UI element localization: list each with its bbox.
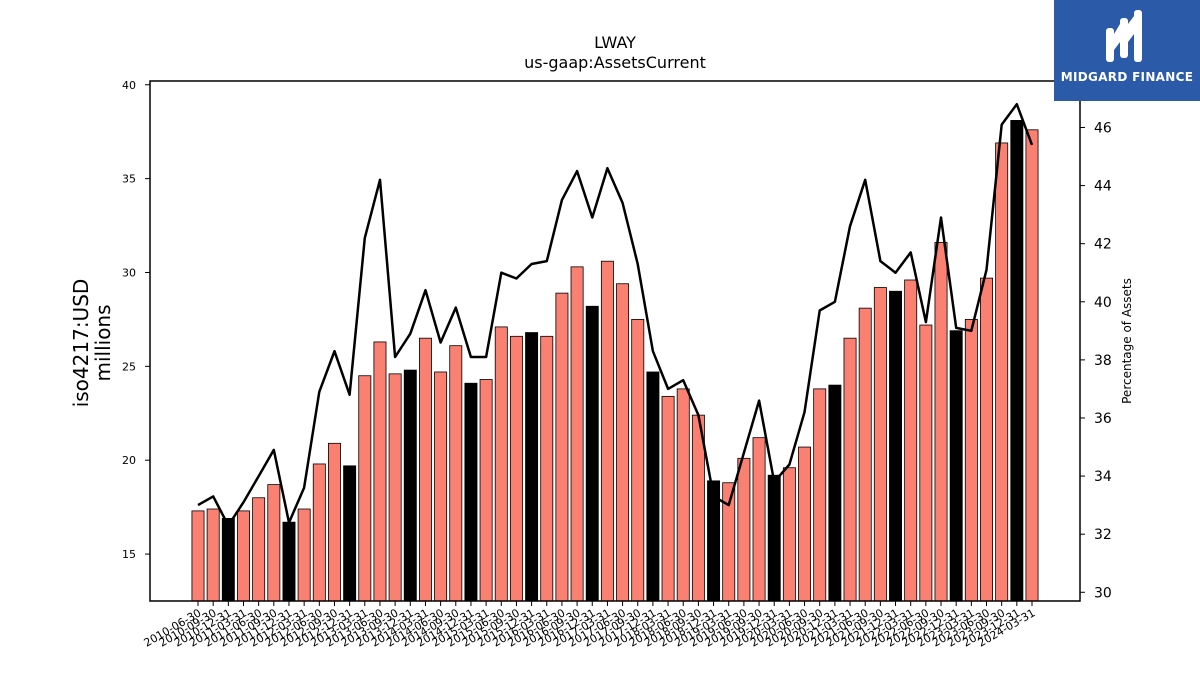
plot-frame xyxy=(149,80,1081,602)
bar-2016-12-31 xyxy=(585,305,599,602)
bar-2022-09-30 xyxy=(934,242,948,602)
bar-2020-03-31 xyxy=(782,467,796,602)
bar-2023-09-30 xyxy=(995,142,1009,602)
bar-2019-03-31 xyxy=(722,482,736,602)
bar-2021-03-31 xyxy=(843,337,857,602)
y-axis-label-line2: millions xyxy=(91,304,115,381)
bar-2011-12-31 xyxy=(282,521,296,602)
bar-2011-03-31 xyxy=(237,510,250,602)
y2-tick-label: 36 xyxy=(1094,411,1112,427)
y-tick-label: 25 xyxy=(122,360,136,373)
bar-2012-09-30 xyxy=(328,442,341,602)
bar-2021-12-31 xyxy=(889,290,902,602)
chart-title: LWAY xyxy=(594,33,636,52)
bar-2012-12-31 xyxy=(343,465,357,602)
bar-2021-09-30 xyxy=(873,287,887,602)
bar-2014-09-30 xyxy=(449,345,463,602)
bar-2022-06-30 xyxy=(919,324,933,602)
y2-axis-label: Percentage of Assets xyxy=(1120,278,1134,404)
chart-subtitle: us-gaap:AssetsCurrent xyxy=(524,53,706,72)
bar-2023-12-31 xyxy=(1010,120,1024,602)
bar-2016-03-31 xyxy=(540,335,554,602)
bar-2012-06-30 xyxy=(312,463,326,602)
bar-2012-03-31 xyxy=(297,508,311,602)
y-axis-label: iso4217:USD millions xyxy=(69,279,115,408)
y2-tick-label: 30 xyxy=(1094,585,1112,601)
bar-2010-09-30 xyxy=(206,508,220,602)
bar-2017-03-31 xyxy=(600,260,614,602)
x-axis-ticks: 2010-06-302010-09-302010-12-312011-03-31… xyxy=(142,601,1038,650)
bar-2015-06-30 xyxy=(494,326,508,602)
bar-2017-06-30 xyxy=(616,283,630,602)
bar-2011-09-30 xyxy=(267,484,281,602)
bar-2020-06-30 xyxy=(798,446,812,602)
y2-tick-label: 46 xyxy=(1094,120,1112,136)
bar-2013-09-30 xyxy=(388,373,402,602)
y-axis-label-line1: iso4217:USD xyxy=(69,279,93,408)
y-tick-label: 15 xyxy=(122,548,136,561)
bar-2016-09-30 xyxy=(570,266,584,602)
y2-tick-label: 38 xyxy=(1094,353,1112,369)
bar-2020-09-30 xyxy=(813,388,827,602)
y-tick-label: 40 xyxy=(122,79,136,92)
bar-2014-03-31 xyxy=(418,337,432,602)
bar-2013-06-30 xyxy=(373,341,387,602)
bar-2018-03-31 xyxy=(661,395,675,602)
bar-2023-06-30 xyxy=(980,277,993,602)
bar-2013-03-31 xyxy=(358,375,372,602)
bar-2015-03-31 xyxy=(479,379,493,602)
line-group xyxy=(197,102,1034,527)
bar-2016-06-30 xyxy=(555,292,569,602)
y2-tick-label: 44 xyxy=(1094,179,1112,195)
bar-2014-12-31 xyxy=(464,382,478,602)
bar-2022-12-31 xyxy=(949,330,963,602)
bar-2010-12-31 xyxy=(221,518,235,602)
bar-2022-03-31 xyxy=(904,279,918,602)
logo-text: MIDGARD FINANCE xyxy=(1060,70,1194,84)
bar-2018-06-30 xyxy=(676,388,690,602)
y-tick-label: 35 xyxy=(122,173,136,186)
bar-2019-09-30 xyxy=(752,437,766,602)
y2-axis-ticks: 30 32 34 36 38 40 42 44 46 xyxy=(1080,120,1112,601)
logo-mark-icon xyxy=(1106,10,1142,62)
bar-2015-12-31 xyxy=(525,332,539,602)
y2-tick-label: 40 xyxy=(1094,295,1112,311)
percentage-of-assets-line xyxy=(197,102,1034,527)
bar-2021-06-30 xyxy=(858,307,872,602)
bar-2015-09-30 xyxy=(509,335,523,602)
bar-2017-12-31 xyxy=(646,371,660,602)
bar-2020-12-31 xyxy=(828,384,842,602)
bar-2024-03-31 xyxy=(1025,129,1039,602)
bar-2010-06-30 xyxy=(191,510,205,602)
y2-tick-label: 32 xyxy=(1094,527,1112,543)
bar-2023-03-31 xyxy=(964,319,978,602)
y-tick-label: 20 xyxy=(122,454,136,467)
bar-2013-12-31 xyxy=(403,369,417,602)
y2-tick-label: 42 xyxy=(1094,237,1112,253)
bar-2019-06-30 xyxy=(737,457,751,602)
bar-2017-09-30 xyxy=(631,319,645,602)
bar-2019-12-31 xyxy=(767,474,781,602)
y-tick-label: 30 xyxy=(122,266,136,279)
bar-2014-06-30 xyxy=(434,371,448,602)
midgard-finance-logo: MIDGARD FINANCE xyxy=(1054,0,1200,101)
y2-tick-label: 34 xyxy=(1094,469,1112,485)
bars-group xyxy=(191,120,1039,602)
y-axis-ticks: 15 20 25 30 35 40 xyxy=(122,79,150,561)
bar-2011-06-30 xyxy=(252,497,266,602)
